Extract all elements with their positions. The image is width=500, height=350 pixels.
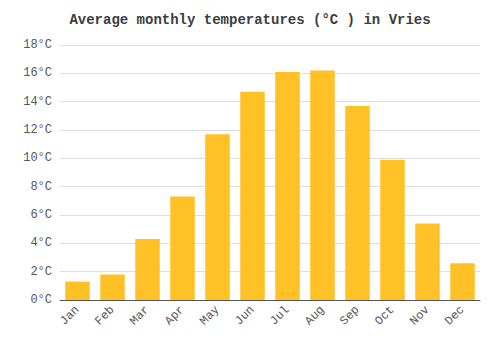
svg-text:6°C: 6°C xyxy=(30,208,52,222)
svg-text:16°C: 16°C xyxy=(23,66,52,80)
svg-text:Oct: Oct xyxy=(372,303,397,328)
svg-text:10°C: 10°C xyxy=(23,151,52,165)
svg-text:May: May xyxy=(197,303,222,328)
svg-text:Feb: Feb xyxy=(92,303,117,328)
svg-text:Dec: Dec xyxy=(442,303,467,328)
svg-text:Nov: Nov xyxy=(407,303,432,328)
svg-text:12°C: 12°C xyxy=(23,123,52,137)
svg-text:Average monthly temperatures (: Average monthly temperatures (°C ) in Vr… xyxy=(69,12,430,28)
svg-text:Jan: Jan xyxy=(57,303,82,328)
svg-text:2°C: 2°C xyxy=(30,265,52,279)
svg-text:Aug: Aug xyxy=(302,303,327,328)
svg-text:Apr: Apr xyxy=(162,303,187,328)
svg-text:0°C: 0°C xyxy=(30,293,52,307)
svg-text:8°C: 8°C xyxy=(30,180,52,194)
svg-text:18°C: 18°C xyxy=(23,38,52,52)
svg-text:Jul: Jul xyxy=(267,303,292,328)
svg-text:Jun: Jun xyxy=(232,303,257,328)
svg-text:Mar: Mar xyxy=(127,303,152,328)
svg-text:14°C: 14°C xyxy=(23,95,52,109)
svg-text:Sep: Sep xyxy=(337,303,362,328)
svg-text:4°C: 4°C xyxy=(30,236,52,250)
